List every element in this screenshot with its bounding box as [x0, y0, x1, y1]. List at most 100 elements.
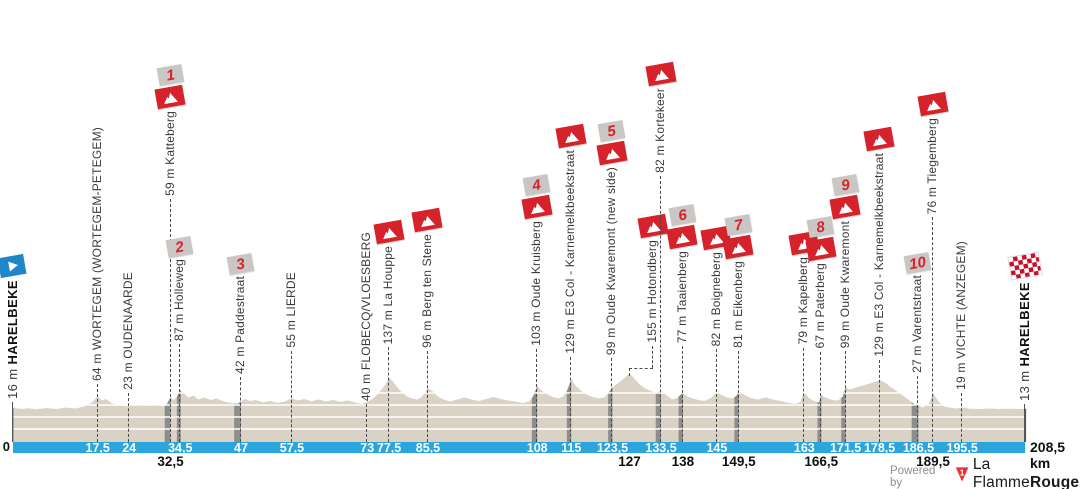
marker-dashed-line — [169, 198, 171, 442]
marker-label: 13 m HARELBEKE — [1017, 282, 1033, 402]
km-tick: 34,5 — [168, 441, 193, 455]
mountain-icon — [676, 232, 691, 244]
km-tick: 123,5 — [596, 441, 629, 455]
marker-label: 16 m HARELBEKE — [4, 280, 20, 400]
km-tick: 108 — [526, 441, 548, 455]
marker-76-m-tiegemberg: 76 m Tiegemberg — [916, 91, 949, 442]
distance-axis-bar — [12, 442, 1026, 453]
marker-99-m-oude-kwaremont: 9 99 m Oude Kwaremont — [829, 173, 861, 442]
km-tick: 186,5 — [902, 441, 935, 455]
km-tick-secondary: 32,5 — [157, 454, 184, 469]
marker-27-m-varentstraat: 10 27 m Varentstraat — [904, 251, 932, 442]
marker-dashed-line — [803, 347, 805, 442]
cobbled-sector-band — [176, 373, 181, 442]
marker-label: 59 m Katteberg — [162, 111, 177, 196]
cobbled-sector-band — [608, 373, 613, 442]
marker-dashed-line — [737, 350, 739, 442]
cobbled-sector-band — [817, 373, 822, 442]
marker-dashed-line — [96, 383, 98, 442]
km-tick-secondary: 149,5 — [721, 454, 756, 469]
marker-label: 81 m Eikenberg — [730, 261, 745, 348]
mountain-icon — [564, 131, 579, 143]
km-tick: 115 — [561, 441, 582, 455]
play-icon — [7, 260, 19, 272]
marker-23-m-oudenaarde: 23 m OUDENAARDE — [115, 272, 143, 442]
climb-number: 5 — [606, 121, 618, 141]
marker-137-m-la-houppe: 137 m La Houppe — [373, 219, 405, 442]
km-tick: 171,5 — [829, 441, 862, 455]
climb-flag-icon — [916, 91, 949, 117]
cobbled-sector-band — [566, 373, 572, 442]
marker-77-m-taaienberg: 6 77 m Taaienberg — [666, 203, 698, 442]
mountain-icon — [421, 215, 436, 227]
km-tick: 85,5 — [415, 441, 441, 455]
mountain-icon — [732, 242, 747, 254]
km-tick: 47 — [234, 441, 248, 455]
marker-label: 64 m WORTEGEM (WORTEGEM-PETEGEM) — [89, 127, 104, 381]
km-tick-secondary: 166,5 — [804, 454, 839, 469]
marker-129-m-e3-col-karnemelkbeekstraat: 129 m E3 Col - Karnemelkbeekstraat — [555, 123, 587, 442]
mountain-icon — [164, 92, 178, 104]
marker-label: 137 m La Houppe — [381, 246, 396, 345]
cobbled-sector-band — [841, 373, 846, 442]
climb-number: 8 — [815, 217, 827, 237]
climb-flag-icon — [805, 236, 837, 262]
climb-number-flag: 3 — [226, 252, 255, 276]
marker-13-m-harelbeke: 13 m HARELBEKE — [1006, 251, 1043, 442]
marker-line — [1024, 404, 1026, 442]
marker-dashed-line — [179, 343, 181, 442]
marker-label: 77 m Taaienberg — [674, 251, 689, 344]
marker-16-m-harelbeke: 16 m HARELBEKE — [0, 253, 27, 442]
climb-number-flag: 5 — [598, 119, 626, 143]
marker-line — [11, 402, 13, 442]
marker-label: 82 m Kortekeer — [653, 88, 668, 173]
km-tick: 145 — [706, 441, 728, 455]
km-tick: 163 — [793, 441, 815, 455]
marker-96-m-berg-ten-stene: 96 m Berg ten Stene — [411, 207, 443, 442]
km-tick: 77,5 — [376, 441, 402, 455]
brand-name-regular: La Flamme — [972, 456, 1030, 489]
mountain-icon — [530, 202, 545, 214]
marker-label: 87 m Holleweg — [172, 259, 187, 341]
climb-number: 4 — [531, 175, 543, 195]
km-tick-secondary: 127 — [618, 454, 641, 469]
marker-label: 96 m Berg ten Stene — [419, 234, 434, 348]
mountain-icon — [926, 99, 941, 111]
marker-dashed-line — [917, 375, 919, 442]
mountain-icon — [646, 221, 661, 233]
marker-label: 40 m FLOBECQ/VLOESBERG — [359, 232, 374, 402]
marker-label: 23 m OUDENAARDE — [121, 272, 136, 390]
marker-dashed-line — [128, 392, 130, 442]
marker-129-m-e3-col-karnemelkbeekstraat: 129 m E3 Col - Karnemelkbeekstraat — [863, 126, 895, 442]
marker-label: 55 m LIERDE — [283, 272, 298, 348]
marker-label: 82 m Boigneberg — [708, 252, 723, 347]
marker-155-m-hotondberg: 155 m Hotondberg — [636, 213, 669, 368]
marker-81-m-eikenberg: 7 81 m Eikenberg — [722, 213, 754, 442]
climb-flag-icon — [666, 224, 698, 250]
marker-dashed-line — [660, 175, 662, 442]
marker-label: 76 m Tiegemberg — [925, 118, 940, 215]
mountain-icon — [839, 202, 853, 214]
marker-label: 19 m VICHTE (ANZEGEM) — [954, 241, 969, 390]
marker-dashed-line — [536, 348, 538, 442]
marker-label: 42 m Paddestraat — [232, 276, 247, 374]
brand-name: La FlammeRouge — [973, 456, 1080, 489]
climb-number: 2 — [174, 237, 186, 257]
marker-label: 99 m Oude Kwaremont (new side) — [604, 167, 619, 356]
mountain-icon — [382, 227, 397, 239]
climb-number: 6 — [676, 205, 688, 225]
cobbled-sector-band — [164, 373, 171, 442]
marker-87-m-holleweg: 2 87 m Holleweg — [165, 235, 194, 442]
climb-flag-icon — [154, 84, 186, 110]
hotondberg-bend-horizontal — [629, 368, 653, 369]
marker-dashed-line — [681, 346, 683, 442]
marker-dashed-line — [715, 349, 717, 442]
mountain-icon — [873, 134, 887, 146]
branding: Powered by 1 La FlammeRouge — [890, 456, 1080, 489]
hotondberg-bend-vertical — [629, 368, 631, 376]
marker-dashed-line — [878, 359, 880, 442]
km-tick: 73 — [360, 441, 375, 455]
climb-flag-icon — [829, 194, 861, 220]
